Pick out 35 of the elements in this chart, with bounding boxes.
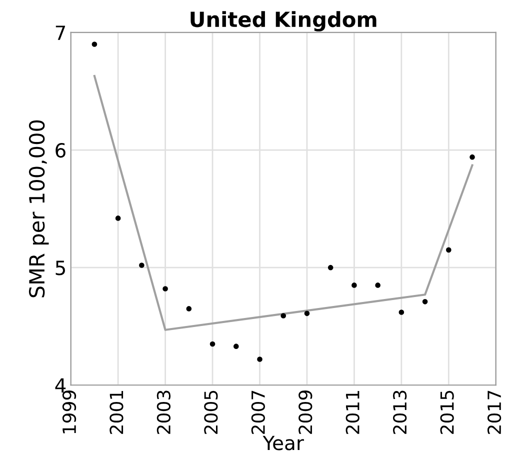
point [139,262,144,268]
y-tick-label: 5 [56,260,65,276]
point [162,286,168,292]
point [352,282,357,288]
y-axis-title: SMR per 100,000 [28,120,49,298]
x-tick-label: 1999 [62,390,76,434]
x-tick-label: 2013 [393,390,407,434]
x-axis-title: Year [262,436,304,450]
y-tick-label: 4 [55,378,66,393]
point [257,356,262,362]
point [210,341,216,347]
point [92,42,98,47]
point [186,306,192,312]
point [470,154,475,160]
y-tick-label: 6 [56,142,66,158]
point [375,282,380,288]
x-tick-label: 2001 [110,390,124,434]
point [398,310,404,315]
x-tick-label: 2005 [204,390,218,434]
point [422,299,428,304]
x-tick-label: 2017 [487,390,502,434]
point [304,310,310,316]
x-tick-label: 2015 [440,390,454,434]
line-series [93,74,474,331]
x-tick-label: 2003 [156,390,171,434]
point [446,247,452,253]
x-tick-label: 2009 [298,390,312,434]
y-tick-label: 7 [56,26,66,40]
x-tick-label: 2007 [251,390,265,434]
chart-title: United Kingdom [190,11,376,32]
point [233,344,239,349]
point [328,264,334,270]
point [280,313,286,318]
point [115,216,121,221]
x-tick-label: 2011 [346,390,360,434]
